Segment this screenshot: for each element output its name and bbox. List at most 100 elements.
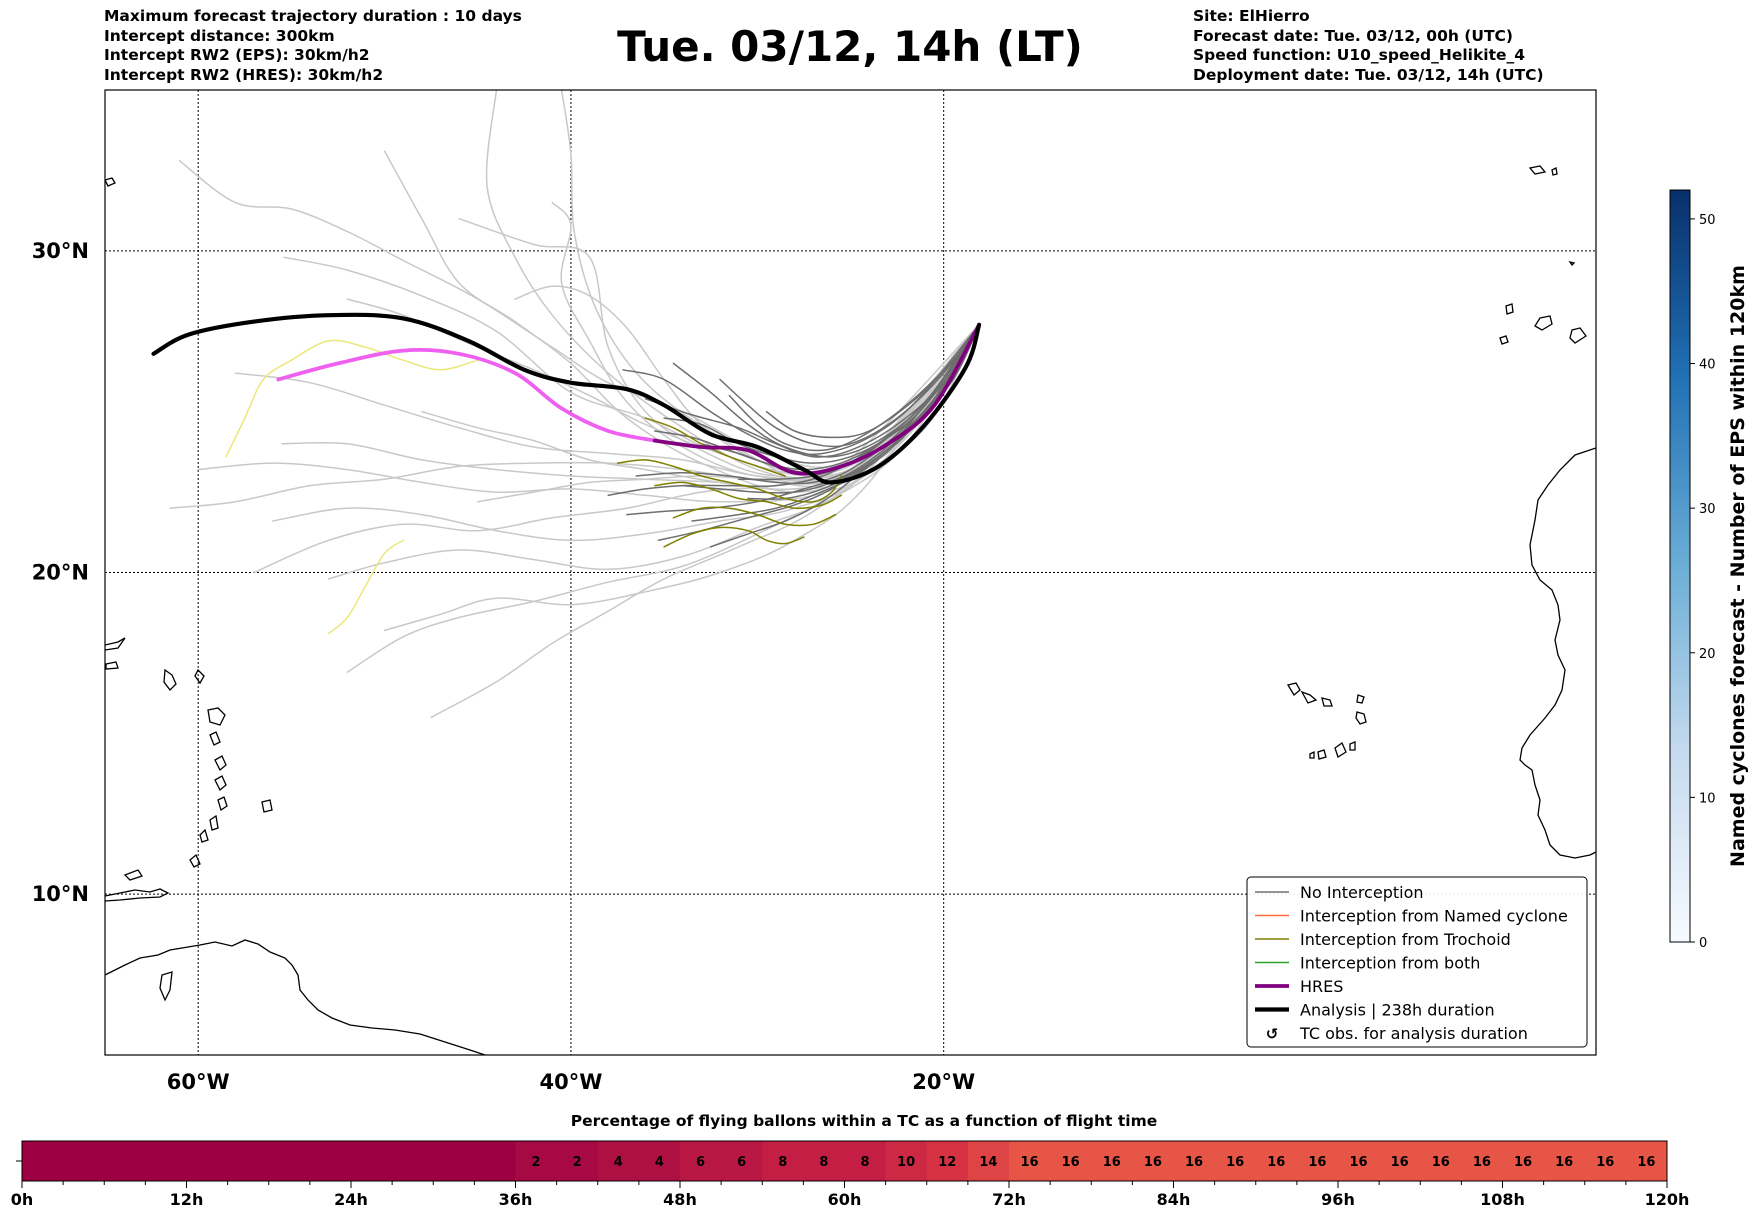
flight-bar-value: 8 bbox=[861, 1155, 870, 1170]
coast-caribbean-island bbox=[105, 637, 126, 651]
coast-caribbean-island bbox=[105, 177, 116, 187]
coast-caribbean-island bbox=[105, 661, 119, 670]
flight-bar-cell bbox=[1296, 1141, 1339, 1181]
flight-bar-value: 16 bbox=[1103, 1155, 1121, 1170]
flight-bar-cell bbox=[515, 1141, 558, 1181]
flight-bar-cell bbox=[680, 1141, 722, 1181]
header-right-line: Speed function: U10_speed_Helikite_4 bbox=[1193, 46, 1526, 64]
lat-tick-label: 30°N bbox=[32, 239, 89, 263]
ensemble-trajectory bbox=[346, 324, 980, 673]
flight-bar-tick-label: 24h bbox=[334, 1190, 368, 1209]
coast-canaries bbox=[1505, 303, 1514, 315]
flight-bar-tick-label: 36h bbox=[499, 1190, 533, 1209]
coast-caribbean-island bbox=[209, 814, 219, 831]
flight-bar-value: 8 bbox=[819, 1155, 828, 1170]
coast-cape-verde bbox=[1349, 741, 1356, 751]
flight-bar-cell bbox=[844, 1141, 887, 1181]
colorbar-tick-label: 50 bbox=[1699, 213, 1716, 228]
longitude-labels: 60°W 40°W 20°W bbox=[167, 1070, 975, 1094]
coast-africa bbox=[1519, 447, 1596, 859]
coast-caribbean-island bbox=[261, 799, 273, 813]
flight-bar-tick-label: 96h bbox=[1321, 1190, 1355, 1209]
flight-bar-cell bbox=[1625, 1141, 1668, 1181]
coast-cape-verde bbox=[1355, 711, 1367, 725]
coast-cape-verde bbox=[1356, 694, 1365, 704]
ensemble-trajectory bbox=[383, 324, 980, 632]
flight-bar-value: 2 bbox=[573, 1155, 582, 1170]
ensemble-trajectory bbox=[327, 539, 404, 635]
coast-caribbean-island bbox=[214, 755, 227, 772]
coast-cape-verde bbox=[1317, 749, 1327, 760]
hres-trajectory bbox=[276, 347, 657, 443]
flight-time-bar: Percentage of flying ballons within a TC… bbox=[11, 1112, 1690, 1209]
lon-tick-label: 60°W bbox=[167, 1070, 230, 1094]
flight-bar-value: 16 bbox=[1226, 1155, 1244, 1170]
legend-label: Interception from both bbox=[1300, 954, 1480, 973]
legend-label: Interception from Named cyclone bbox=[1300, 907, 1568, 926]
colorbar-tick-label: 0 bbox=[1699, 936, 1707, 951]
coast-cape-verde bbox=[1286, 682, 1301, 696]
flight-bar-tick-label: 84h bbox=[1157, 1190, 1191, 1209]
coast-canaries bbox=[1569, 327, 1587, 344]
colorbar-tick-label: 40 bbox=[1699, 358, 1716, 373]
grid-lines bbox=[105, 90, 1596, 1055]
legend: No Interception Interception from Named c… bbox=[1246, 876, 1588, 1048]
colorbar-ticks: 0 10 20 30 40 50 bbox=[1690, 213, 1716, 951]
ensemble-trajectory bbox=[635, 324, 980, 485]
coast-cape-verde bbox=[1321, 697, 1333, 707]
flight-bar-value: 4 bbox=[614, 1155, 623, 1170]
flight-bar-title: Percentage of flying ballons within a TC… bbox=[571, 1112, 1158, 1130]
header-left: Maximum forecast trajectory duration : 1… bbox=[104, 7, 522, 85]
flight-bar-cell bbox=[721, 1141, 763, 1181]
flight-bar-ticks: 0h 12h 24h 36h 48h 60h 72h 84h 96h 108h 120h bbox=[11, 1160, 1689, 1209]
analysis-trajectory bbox=[151, 312, 982, 485]
flight-bar-cell bbox=[1420, 1141, 1462, 1181]
flight-bar-value: 16 bbox=[1021, 1155, 1039, 1170]
coast-canaries bbox=[1499, 335, 1509, 345]
ensemble-trajectory bbox=[225, 339, 479, 458]
tc-obs-icon: ↺ bbox=[1266, 1025, 1279, 1043]
coast-caribbean-island bbox=[123, 869, 144, 881]
legend-label: No Interception bbox=[1300, 883, 1424, 902]
coast-cape-verde bbox=[1309, 750, 1315, 759]
ensemble-trajectory bbox=[551, 201, 980, 485]
flight-bar-cell bbox=[1009, 1141, 1051, 1181]
flight-bar-cell bbox=[1338, 1141, 1380, 1181]
flight-bar-cell bbox=[638, 1141, 681, 1181]
colorbar-tick-label: 30 bbox=[1699, 502, 1716, 517]
coast-caribbean-island bbox=[105, 888, 170, 902]
lon-tick-label: 20°W bbox=[912, 1070, 975, 1094]
flight-bar-value: 2 bbox=[532, 1155, 541, 1170]
coastline bbox=[105, 165, 1596, 1055]
coast-madeira bbox=[1528, 165, 1547, 175]
coast-caribbean-island bbox=[159, 971, 173, 1002]
flight-bar-cell bbox=[1132, 1141, 1174, 1181]
header-left-line: Intercept distance: 300km bbox=[104, 26, 335, 45]
lon-tick-label: 40°W bbox=[539, 1070, 602, 1094]
chart-title: Tue. 03/12, 14h (LT) bbox=[617, 22, 1083, 71]
flight-bar-cell bbox=[762, 1141, 804, 1181]
ensemble-trajectory bbox=[719, 324, 980, 448]
flight-bar-value: 4 bbox=[655, 1155, 664, 1170]
coast-caribbean-island bbox=[163, 668, 177, 691]
ensemble-trajectory bbox=[616, 459, 842, 503]
flight-bar-value: 12 bbox=[938, 1155, 956, 1170]
flight-bar-tick-label: 60h bbox=[828, 1190, 862, 1209]
coast-caribbean-island bbox=[217, 796, 228, 812]
flight-bar-value: 16 bbox=[1596, 1155, 1614, 1170]
flight-bar-cell bbox=[1255, 1141, 1298, 1181]
ensemble-trajectory bbox=[765, 324, 980, 439]
coast-caribbean-island bbox=[214, 775, 227, 792]
flight-bar-value: 14 bbox=[979, 1155, 997, 1170]
ensemble-trajectory bbox=[178, 160, 980, 469]
header-right-line: Site: ElHierro bbox=[1193, 7, 1310, 25]
latitude-labels: 10°N 20°N 30°N bbox=[32, 239, 89, 906]
flight-bar-cell bbox=[1543, 1141, 1586, 1181]
legend-label: Interception from Trochoid bbox=[1300, 930, 1511, 949]
colorbar-label: Named cyclones forecast - Number of EPS … bbox=[1727, 265, 1748, 867]
coast-madeira bbox=[1568, 260, 1576, 267]
flight-bar-tick-label: 72h bbox=[992, 1190, 1026, 1209]
flight-bar-value: 16 bbox=[1473, 1155, 1491, 1170]
ensemble-trajectory bbox=[644, 417, 787, 477]
